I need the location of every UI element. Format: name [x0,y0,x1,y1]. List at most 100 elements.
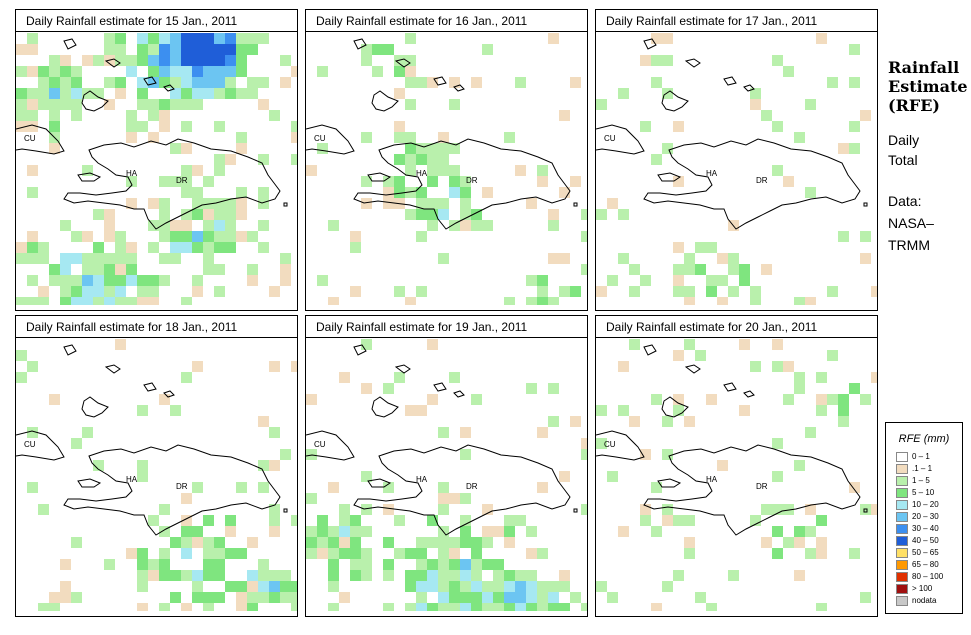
rainfall-cell [816,405,827,416]
rainfall-cell [449,143,460,154]
rainfall-cell [192,275,203,286]
rainfall-cell [104,297,115,305]
product-title: Rainfall Estimate (RFE) [888,58,968,115]
rainfall-cell [548,592,559,603]
legend-title: RFE (mm) [898,433,950,445]
rainfall-cell [581,264,587,275]
panel-title: Daily Rainfall estimate for 20 Jan., 201… [596,316,877,338]
rainfall-cell [548,603,559,611]
rainfall-cell [49,77,60,88]
rainfall-cell [115,44,126,55]
rainfall-cell [115,286,126,297]
rainfall-cell [225,154,236,165]
rainfall-cell [706,242,717,253]
rainfall-cell [339,515,350,526]
rainfall-cell [328,548,339,559]
rainfall-cell [181,66,192,77]
rainfall-cell [38,88,49,99]
rainfall-cell [225,55,236,66]
rainfall-cell [137,460,148,471]
rainfall-cell [339,504,350,515]
rainfall-cell [405,165,416,176]
rainfall-cell [706,275,717,286]
rainfall-cell [794,132,805,143]
coastline [353,38,367,50]
rainfall-cell [148,132,159,143]
rainfall-cell [651,526,662,537]
rainfall-cell [236,187,247,198]
rainfall-cell [16,253,27,264]
rainfall-cell [137,77,148,88]
rainfall-cell [662,55,673,66]
rainfall-cell [570,176,581,187]
rainfall-cell [350,526,361,537]
rainfall-cell [427,603,438,611]
rainfall-cell [607,592,618,603]
panel-title: Daily Rainfall estimate for 19 Jan., 201… [306,316,587,338]
rainfall-cell [559,471,570,482]
rainfall-cell [581,209,587,220]
rainfall-cell [838,231,849,242]
rainfall-cell [427,209,438,220]
rainfall-map: CU HA DR [16,33,297,305]
rainfall-cell [269,515,280,526]
rainfall-cell [203,66,214,77]
rainfall-cell [515,592,526,603]
coastline [684,58,701,68]
rainfall-cell [849,383,860,394]
rainfall-cell [350,570,361,581]
rainfall-cell [291,132,297,143]
rainfall-cell [170,44,181,55]
rainfall-cell [148,297,159,305]
rainfall-cell [827,350,838,361]
rainfall-cell [93,264,104,275]
rainfall-cell [504,581,515,592]
coastline [143,76,157,86]
rainfall-cell [783,176,794,187]
legend-swatch [896,464,908,474]
rainfall-cell [559,581,570,592]
legend-swatch [896,536,908,546]
rainfall-cell [416,209,427,220]
rainfall-cell [816,537,827,548]
legend-item: .1 – 1 [896,464,932,475]
rainfall-cell [93,253,104,264]
rainfall-cell [38,242,49,253]
rainfall-cell [49,110,60,121]
rainfall-cell [504,603,515,611]
rainfall-cell [383,559,394,570]
legend-label: 1 – 5 [912,476,930,485]
rainfall-cell [159,603,170,611]
country-label-cu: CU [604,134,616,143]
rainfall-cell [115,264,126,275]
rainfall-cell [629,264,640,275]
coastline [143,382,157,392]
rainfall-cell [640,55,651,66]
rainfall-cell [192,209,203,220]
rainfall-cell [126,176,137,187]
rainfall-cell [629,416,640,427]
rainfall-cell [427,515,438,526]
rainfall-cell [739,275,750,286]
rainfall-cell [159,77,170,88]
rainfall-cell [405,187,416,198]
rainfall-cell [247,77,258,88]
rainfall-map: CU HA DR [596,339,877,611]
rainfall-cell [383,198,394,209]
rainfall-cell [673,264,684,275]
rainfall-cell [618,253,629,264]
rainfall-grid: CU HA DR [306,33,587,305]
rainfall-cell [607,471,618,482]
rainfall-cell [328,482,339,493]
legend-swatch [896,476,908,486]
rainfall-cell [104,77,115,88]
rainfall-cell [71,66,82,77]
rainfall-cell [673,405,684,416]
rainfall-cell [471,570,482,581]
rainfall-cell [115,77,126,88]
rainfall-cell [482,187,493,198]
legend-swatch [896,560,908,570]
rainfall-cell [607,275,618,286]
rainfall-cell [247,592,258,603]
rainfall-cell [148,33,159,44]
